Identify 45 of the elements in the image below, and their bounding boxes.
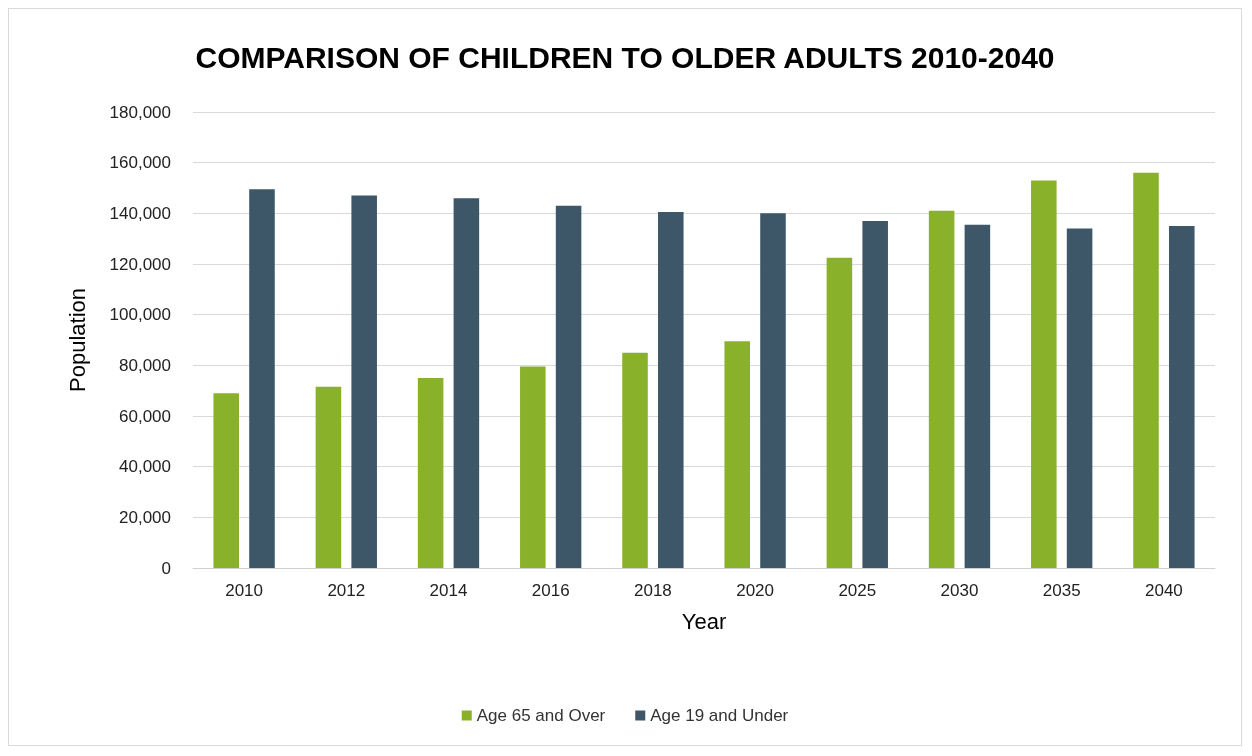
bar [826, 257, 853, 568]
bar [760, 213, 786, 568]
bar [928, 210, 955, 568]
bar [555, 205, 582, 568]
chart-title: COMPARISON OF CHILDREN TO OLDER ADULTS 2010-2040 [195, 40, 1055, 74]
x-tick-label: 2025 [838, 581, 877, 600]
y-tick-label: 40,000 [119, 457, 171, 477]
bar [315, 386, 342, 568]
y-tick-label: 140,000 [109, 203, 171, 223]
x-tick-label: 2016 [531, 581, 570, 600]
bar [622, 352, 648, 568]
bar [249, 189, 275, 568]
bar [417, 378, 444, 568]
y-axis-title: Population [64, 288, 90, 392]
y-tick-label: 100,000 [109, 305, 171, 325]
y-tick-label: 0 [161, 558, 171, 578]
x-tick-label: 2035 [1042, 581, 1081, 600]
bar [351, 195, 377, 568]
x-tick-label: 2020 [736, 581, 775, 600]
bar [658, 212, 684, 568]
y-tick-label: 180,000 [109, 102, 171, 122]
bar [964, 224, 991, 568]
x-tick-label: 2018 [633, 581, 672, 600]
y-tick-label: 160,000 [109, 153, 171, 173]
y-tick-label: 60,000 [119, 406, 171, 426]
y-tick-label: 20,000 [119, 507, 171, 527]
bar [1031, 180, 1057, 568]
x-tick-label: 2014 [429, 581, 468, 600]
bar [1066, 228, 1093, 568]
bar [724, 341, 750, 568]
bar [453, 198, 480, 568]
bar [520, 366, 546, 568]
y-tick-label: 120,000 [109, 254, 171, 274]
bar [1169, 226, 1195, 568]
legend-label: Age 19 and Under [650, 706, 789, 725]
bar [862, 220, 888, 568]
x-tick-label: 2040 [1144, 581, 1183, 600]
bar [213, 393, 239, 568]
x-tick-label: 2030 [940, 581, 979, 600]
bar [1133, 172, 1159, 568]
x-axis-title: Year [681, 608, 727, 634]
x-tick-label: 2010 [225, 581, 264, 600]
y-tick-label: 80,000 [119, 355, 171, 375]
legend-label: Age 65 and Over [476, 706, 606, 725]
x-tick-label: 2012 [327, 581, 366, 600]
